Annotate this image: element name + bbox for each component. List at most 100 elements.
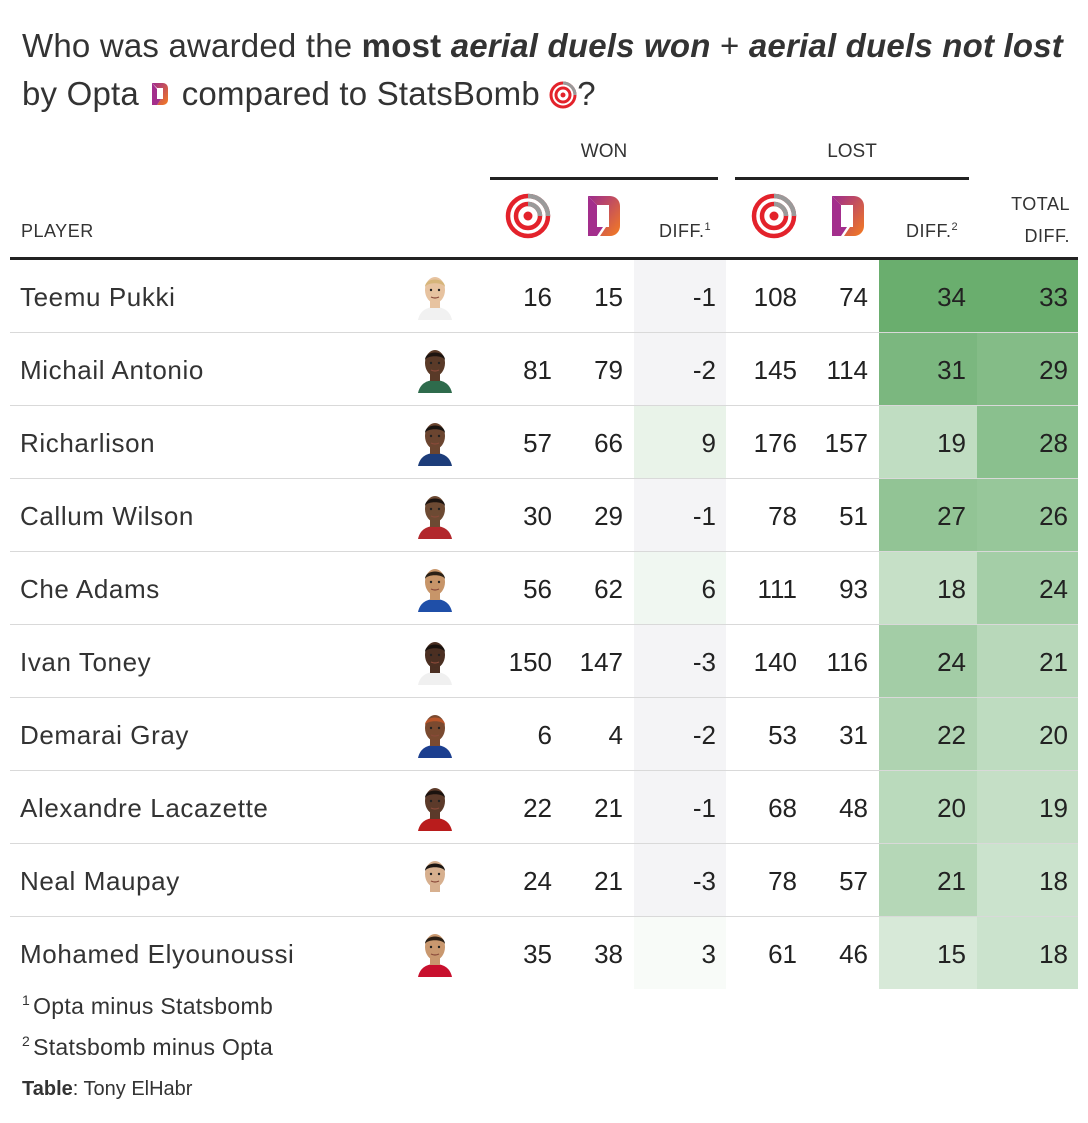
lost-opta-cell: 114: [826, 355, 868, 385]
total-diff-shade: [977, 552, 1078, 624]
lost-diff-shade: [879, 333, 977, 405]
opta-logo-icon: [148, 74, 172, 122]
lost-statsbomb-cell: 68: [768, 793, 797, 823]
total-diff-shade: [977, 333, 1078, 405]
won-statsbomb-cell: 22: [523, 793, 552, 823]
won-diff-cell: -3: [692, 866, 716, 896]
total-diff-shade: [977, 917, 1078, 989]
credit-label: Table: [22, 1078, 73, 1100]
lost-statsbomb-cell: 140: [753, 647, 797, 677]
lost-diff-cell: 24: [937, 647, 966, 677]
table-row: Callum Wilson 30 29 -1 78 51 27 26: [10, 479, 1078, 552]
lost-diff-cell: 27: [937, 501, 966, 531]
lost-opta-cell: 157: [824, 428, 868, 458]
table-row: Demarai Gray 6 4 -2 53 31 22 20: [10, 698, 1078, 771]
player-avatar-icon: [416, 489, 454, 539]
player-avatar-icon: [416, 562, 454, 612]
table-row: Teemu Pukki 16 15 -1 108 74 34 33: [10, 260, 1078, 333]
lost-opta-cell: 31: [839, 720, 868, 750]
won-label: WON: [580, 141, 628, 162]
won-diff-header: DIFF.1: [659, 221, 711, 242]
won-diff-shade: [634, 260, 726, 332]
won-diff-cell: 9: [701, 428, 716, 458]
total-diff-line2: DIFF.: [1024, 226, 1070, 246]
won-diff-cell: -2: [692, 355, 716, 385]
total-diff-cell: 28: [1039, 428, 1068, 458]
player-avatar-icon: [416, 416, 454, 466]
player-name: Alexandre Lacazette: [20, 793, 269, 823]
credit-author: : Tony ElHabr: [72, 1078, 193, 1100]
opta-logo-icon: [584, 192, 626, 245]
total-diff-cell: 33: [1039, 282, 1068, 312]
player-avatar-icon: [416, 854, 454, 904]
lost-opta-cell: 57: [839, 866, 868, 896]
table-credit: Table: Tony ElHabr: [22, 1078, 192, 1101]
title-compared: compared to StatsBomb: [172, 75, 550, 112]
table-row: Neal Maupay 24 21 -3 78 57 21 18: [10, 844, 1078, 917]
players-table: Teemu Pukki 16 15 -1 108 74 34 33 Michail Antoni…: [10, 260, 1078, 989]
won-opta-cell: 15: [594, 282, 623, 312]
won-opta-cell: 79: [594, 355, 623, 385]
lost-diff-cell: 34: [937, 282, 966, 312]
player-name: Neal Maupay: [20, 866, 180, 896]
won-diff-label: DIFF.: [659, 221, 705, 241]
statsbomb-logo-icon: [549, 74, 577, 122]
player-avatar-icon: [416, 635, 454, 685]
won-diff-shade: [634, 552, 726, 624]
won-diff-shade: [634, 333, 726, 405]
lost-diff-shade: [879, 260, 977, 332]
won-diff-shade: [634, 625, 726, 697]
total-diff-cell: 20: [1039, 720, 1068, 750]
total-diff-line1: TOTAL: [1011, 194, 1070, 214]
lost-diff-shade: [879, 917, 977, 989]
lost-diff-cell: 21: [937, 866, 966, 896]
won-opta-cell: 147: [579, 647, 623, 677]
won-diff-shade: [634, 406, 726, 478]
total-diff-cell: 18: [1039, 939, 1068, 969]
table-row: Ivan Toney 150 147 -3 140 116 24 21: [10, 625, 1078, 698]
lost-diff-footnote-marker: 2: [951, 221, 959, 233]
won-diff-cell: 3: [701, 939, 716, 969]
total-diff-shade: [977, 771, 1078, 843]
won-diff-shade: [634, 479, 726, 551]
table-row: Michail Antonio 81 79 -2 145 114 31 29: [10, 333, 1078, 406]
table-row: Mohamed Elyounoussi 35 38 3 61 46 15 18: [10, 917, 1078, 989]
footnote-1-text: Opta minus Statsbomb: [33, 993, 274, 1019]
lost-diff-shade: [879, 625, 977, 697]
title-question-mark: ?: [577, 75, 596, 112]
total-diff-cell: 21: [1039, 647, 1068, 677]
lost-opta-cell: 48: [839, 793, 868, 823]
lost-opta-cell: 51: [839, 501, 868, 531]
lost-diff-header: DIFF.2: [906, 221, 958, 242]
player-avatar-icon: [416, 343, 454, 393]
lost-opta-cell: 46: [839, 939, 868, 969]
player-avatar-icon: [416, 781, 454, 831]
player-name: Demarai Gray: [20, 720, 190, 750]
footnote-1: 1 Opta minus Statsbomb: [22, 992, 273, 1020]
total-diff-cell: 19: [1039, 793, 1068, 823]
won-diff-cell: -2: [692, 720, 716, 750]
player-name: Ivan Toney: [20, 647, 152, 677]
total-diff-shade: [977, 625, 1078, 697]
won-diff-cell: -1: [692, 501, 716, 531]
player-name: Teemu Pukki: [20, 282, 176, 312]
total-diff-shade: [977, 479, 1078, 551]
won-opta-cell: 29: [594, 501, 623, 531]
title-aerial-not-lost: aerial duels not lost: [748, 27, 1063, 64]
total-diff-cell: 18: [1039, 866, 1068, 896]
lost-diff-label: DIFF.: [906, 221, 952, 241]
player-avatar-icon: [416, 270, 454, 320]
won-statsbomb-cell: 81: [523, 355, 552, 385]
won-diff-shade: [634, 844, 726, 916]
player-name: Callum Wilson: [20, 501, 194, 531]
footnote-2-text: Statsbomb minus Opta: [33, 1034, 274, 1060]
title-by-opta: by Opta: [22, 75, 149, 112]
won-diff-footnote-marker: 1: [704, 221, 712, 233]
lost-diff-cell: 15: [937, 939, 966, 969]
lost-diff-shade: [879, 552, 977, 624]
won-opta-cell: 4: [608, 720, 623, 750]
total-diff-header: TOTAL DIFF.: [1011, 188, 1070, 252]
title-plus: +: [710, 27, 749, 64]
lost-statsbomb-cell: 108: [753, 282, 797, 312]
player-name: Mohamed Elyounoussi: [20, 939, 295, 969]
